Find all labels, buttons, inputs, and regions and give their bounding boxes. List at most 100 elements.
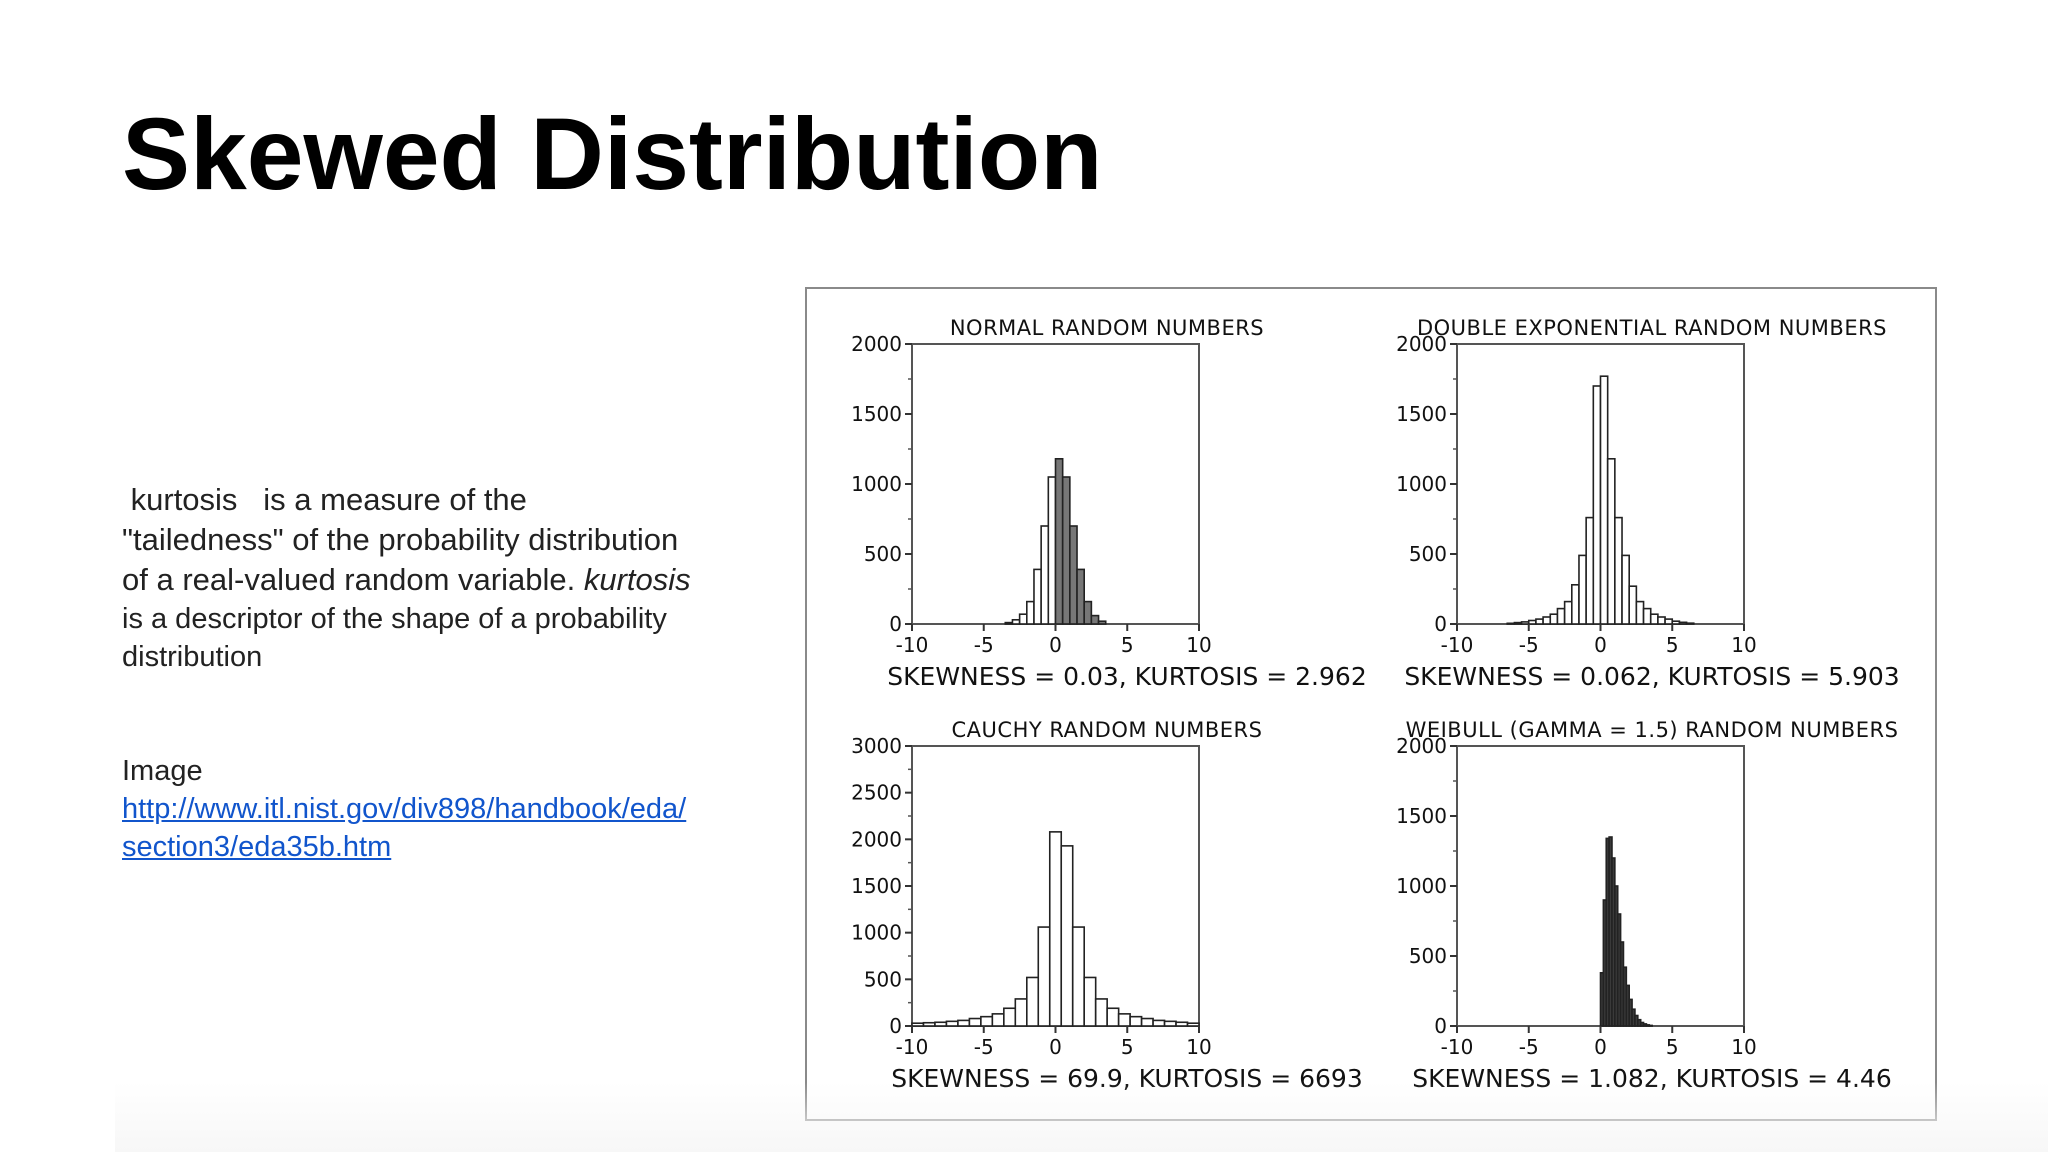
histogram-bar	[1071, 926, 1086, 1027]
panel-title: WEIBULL (GAMMA = 1.5) RANDOM NUMBERS	[1406, 718, 1899, 742]
x-tick-label: -10	[896, 1035, 929, 1059]
histogram-bar	[1606, 458, 1616, 625]
x-tick-label: 5	[1121, 633, 1134, 657]
histogram-bar	[1040, 525, 1050, 625]
x-tick-label: 5	[1666, 1035, 1679, 1059]
histogram-bar	[1535, 618, 1544, 625]
description-italic-term: kurtosis	[583, 562, 691, 597]
x-tick-label: 10	[1186, 1035, 1211, 1059]
histogram-bar	[1685, 622, 1695, 625]
histogram-bar	[1117, 1013, 1131, 1027]
image-source: Image http://www.itl.nist.gov/div898/han…	[122, 752, 782, 866]
histogram-bar	[1076, 568, 1085, 625]
y-tick-label: 1500	[851, 874, 902, 898]
histogram-panel-1: NORMAL RANDOM NUMBERS 0 500 1000 1500 2000 -10…	[851, 316, 1367, 691]
description-line-2: "tailedness" of the probability distribu…	[122, 522, 679, 557]
histogram-panel-3: CAUCHY RANDOM NUMBERS 0 500 1000 1500 2000 250…	[851, 718, 1363, 1093]
y-tick-label: 500	[1409, 542, 1447, 566]
histogram-bar	[1163, 1020, 1177, 1027]
panel-title: NORMAL RANDOM NUMBERS	[950, 316, 1264, 340]
histogram-bar	[1570, 583, 1580, 625]
histogram-panel-2: DOUBLE EXPONENTIAL RANDOM NUMBERS0500100…	[1396, 316, 1900, 691]
histogram-bar	[1642, 607, 1652, 625]
histogram-bar	[1026, 600, 1035, 625]
y-tick-label: 500	[1409, 944, 1447, 968]
x-tick-label: -5	[974, 633, 994, 657]
histogram-bar	[1018, 613, 1028, 625]
x-tick-label: 0	[1049, 633, 1062, 657]
histogram-bar	[1506, 622, 1516, 625]
term-kurtosis: kurtosis	[130, 482, 238, 517]
y-tick-label: 0	[1434, 1014, 1447, 1038]
y-tick-label: 3000	[851, 734, 902, 758]
x-tick-label: 5	[1121, 1035, 1134, 1059]
x-tick-label: 5	[1666, 633, 1679, 657]
y-tick-label: 2500	[851, 781, 902, 805]
y-tick-label: 500	[864, 542, 902, 566]
histogram-bar	[980, 1015, 994, 1027]
source-link[interactable]: http://www.itl.nist.gov/div898/handbook/…	[122, 790, 782, 866]
histogram-bar	[1175, 1021, 1189, 1027]
panel-caption: SKEWNESS = 0.03, KURTOSIS = 2.962	[887, 662, 1366, 691]
histogram-bar	[1054, 458, 1064, 625]
histogram-panel-4: WEIBULL (GAMMA = 1.5) RANDOM NUMBERS 0 500…	[1396, 718, 1898, 1093]
x-tick-label: 0	[1049, 1035, 1062, 1059]
y-tick-label: 1000	[1396, 874, 1447, 898]
description-line-3: of a real-valued random variable. kurtos…	[122, 560, 762, 600]
histogram-bar	[1513, 621, 1523, 625]
histogram-bar	[1069, 525, 1078, 625]
histogram-grid-svg: NORMAL RANDOM NUMBERS0500100015002000-10…	[851, 316, 1900, 1093]
histogram-figure: NORMAL RANDOM NUMBERS 0 500 1000 1500 2000 -10…	[805, 287, 1937, 1121]
histogram-bar	[1635, 600, 1645, 625]
panel-caption: SKEWNESS = 69.9, KURTOSIS = 6693	[891, 1064, 1363, 1093]
x-tick-label: -5	[1519, 1035, 1539, 1059]
x-tick-label: 0	[1594, 1035, 1607, 1059]
x-tick-label: 10	[1731, 633, 1756, 657]
description-text: kurtosis is a measure of the "tailedness…	[122, 480, 762, 676]
histogram-bar	[1592, 385, 1602, 625]
histogram-bar	[1094, 998, 1108, 1027]
y-tick-label: 1500	[1396, 402, 1447, 426]
description-line-4: is a descriptor of the shape of a probab…	[122, 603, 667, 635]
histogram-bar	[1004, 621, 1014, 625]
panel-caption: SKEWNESS = 1.082, KURTOSIS = 4.46	[1412, 1064, 1891, 1093]
histogram-bar	[922, 1021, 936, 1027]
x-tick-label: -10	[1441, 1035, 1474, 1059]
y-tick-label: 2000	[1396, 332, 1447, 356]
x-tick-label: 0	[1594, 633, 1607, 657]
panel-caption: SKEWNESS = 0.062, KURTOSIS = 5.903	[1404, 662, 1899, 691]
histogram-bar	[1578, 554, 1587, 625]
y-tick-label: 1000	[851, 472, 902, 496]
histogram-bar	[1106, 1007, 1120, 1027]
histogram-bar	[1542, 616, 1552, 625]
histogram-bar	[1649, 613, 1659, 625]
histogram-bar	[1090, 614, 1100, 625]
y-tick-label: 2000	[851, 827, 902, 851]
histogram-bar	[1621, 554, 1631, 625]
y-tick-label: 0	[889, 612, 902, 636]
y-tick-label: 1000	[1396, 472, 1447, 496]
histogram-bar	[1011, 618, 1021, 625]
histogram-bar	[1061, 476, 1071, 625]
y-tick-label: 1500	[1396, 804, 1447, 828]
description-line-1-rest: is a measure of the	[263, 482, 527, 517]
histogram-bar	[1140, 1017, 1154, 1027]
histogram-bar	[1060, 845, 1074, 1027]
source-link-line-2: section3/eda35b.htm	[122, 831, 392, 863]
x-tick-label: 10	[1186, 633, 1211, 657]
histogram-bar	[1014, 998, 1028, 1027]
y-tick-label: 2000	[1396, 734, 1447, 758]
x-tick-label: 10	[1731, 1035, 1756, 1059]
histogram-bar	[1648, 1024, 1653, 1027]
histogram-bar	[911, 1022, 925, 1027]
histogram-bar	[1678, 621, 1688, 625]
y-tick-label: 1000	[851, 921, 902, 945]
description-line-5: distribution	[122, 641, 263, 673]
histogram-bar	[1083, 600, 1093, 625]
histogram-bar	[1664, 618, 1674, 625]
description-line-3-start: of a real-valued random variable.	[122, 562, 576, 597]
histogram-bar	[945, 1020, 959, 1027]
histogram-bar	[1671, 620, 1681, 625]
histogram-bar	[1152, 1019, 1166, 1027]
histogram-bar	[957, 1019, 971, 1027]
